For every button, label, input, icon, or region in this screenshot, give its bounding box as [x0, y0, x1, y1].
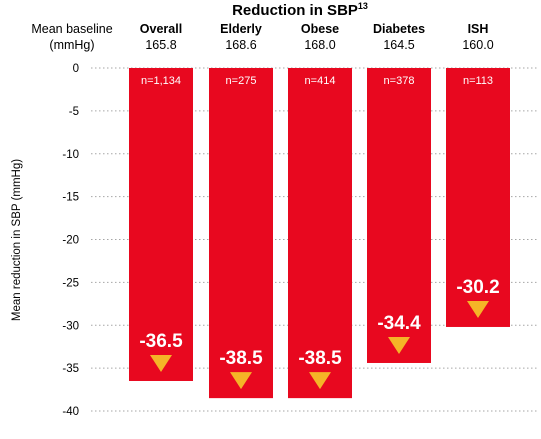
bars-layer [129, 68, 510, 399]
category-label: ISH [468, 22, 489, 36]
value-label: -38.5 [298, 348, 342, 369]
baseline-value: 160.0 [462, 38, 493, 52]
y-tick-label: 0 [73, 63, 79, 75]
sample-size-label: n=275 [226, 75, 257, 87]
baseline-value: 165.8 [145, 38, 176, 52]
category-label: Obese [301, 22, 339, 36]
category-label: Diabetes [373, 22, 425, 36]
down-arrow-icon [309, 372, 331, 390]
value-label: -36.5 [139, 331, 183, 352]
y-tick-label: -25 [62, 277, 79, 289]
down-arrow-icon [230, 372, 252, 390]
category-label: Overall [140, 22, 182, 36]
down-arrow-icon [150, 354, 172, 372]
baseline-value: 168.6 [225, 38, 256, 52]
baseline-value: 164.5 [383, 38, 414, 52]
bar [367, 68, 431, 363]
bar [446, 68, 510, 327]
value-label: -38.5 [219, 348, 263, 369]
value-label: -34.4 [377, 313, 421, 334]
bar [288, 68, 352, 399]
baseline-unit: (mmHg) [49, 38, 94, 52]
sample-size-label: n=378 [384, 75, 415, 87]
y-axis-label: Mean reduction in SBP (mmHg) [11, 159, 23, 321]
y-tick-label: -40 [62, 406, 79, 418]
down-arrow-icon [467, 300, 489, 318]
y-tick-label: -20 [62, 235, 79, 247]
sample-size-label: n=113 [463, 75, 493, 87]
category-label: Elderly [220, 22, 262, 36]
value-label: -30.2 [456, 277, 499, 298]
baseline-value: 168.0 [304, 38, 335, 52]
y-tick-label: -10 [62, 149, 79, 161]
sample-size-label: n=414 [305, 75, 336, 87]
chart-title-superscript: 13 [358, 1, 368, 11]
y-tick-label: -5 [69, 106, 79, 118]
y-tick-label: -35 [62, 363, 79, 375]
chart-title-text: Reduction in SBP [232, 2, 358, 19]
baseline-header: Mean baseline [31, 22, 112, 36]
chart-title: Reduction in SBP13 [232, 1, 368, 19]
y-tick-label: -15 [62, 192, 79, 204]
down-arrow-icon [388, 336, 410, 354]
sample-size-label: n=1,134 [141, 75, 181, 87]
y-tick-label: -30 [62, 320, 79, 332]
labels-layer: Overall 165.8 n=1,134 -36.5 Elderly 168.6 n=27… [139, 22, 499, 369]
bar [209, 68, 273, 399]
bar [129, 68, 193, 381]
